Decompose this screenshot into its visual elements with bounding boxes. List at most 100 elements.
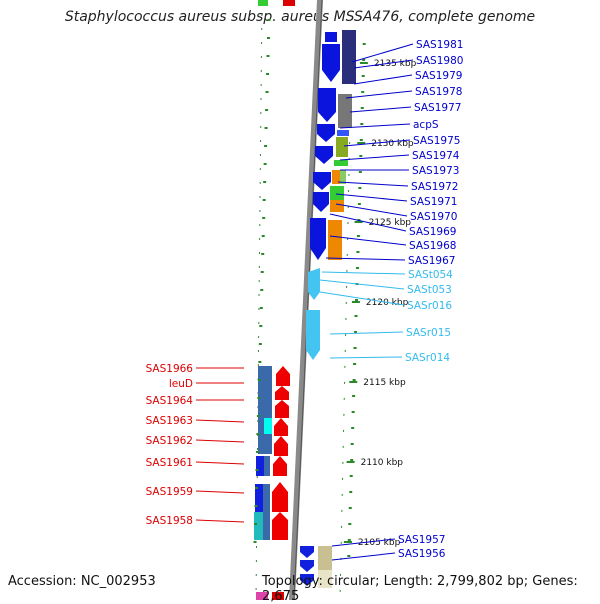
leader-line: [195, 419, 245, 423]
scale-labels: 2135 kbp 2130 kbp 2125 kbp 2120 kbp 2115 kbp…: [343, 59, 417, 548]
gene-arrow: [313, 172, 331, 190]
bottom-features: [256, 546, 332, 600]
leader-line: [195, 490, 245, 494]
feature-bar: [318, 546, 332, 570]
gene-label[interactable]: SASt054: [408, 269, 453, 281]
gene-arrow: [276, 366, 290, 386]
gene-label[interactable]: SAS1972: [411, 181, 458, 193]
gene-label[interactable]: SAS1957: [398, 534, 445, 546]
gene-arrow: [272, 512, 288, 540]
leader-line: [353, 74, 413, 85]
gene-label[interactable]: SAS1974: [412, 150, 460, 162]
leader-line: [349, 106, 412, 113]
scale-label: 2120 kbp: [366, 298, 409, 308]
leader-line: [335, 203, 408, 217]
gene-label[interactable]: SAS1966: [146, 363, 194, 375]
leader-line: [343, 139, 411, 147]
feature-bar: [263, 512, 270, 540]
gene-label[interactable]: SAS1958: [146, 515, 193, 527]
feature-bar: [256, 456, 264, 476]
gene-label[interactable]: SAS1963: [146, 415, 193, 427]
feature-bar: [263, 484, 270, 512]
feature-bar: [256, 592, 268, 600]
gene-label[interactable]: SAS1959: [146, 486, 193, 498]
gene-arrow: [315, 146, 333, 164]
backbone-track-inner: [293, 0, 323, 600]
scale-label: 2125 kbp: [369, 218, 412, 228]
feature-bar: [340, 170, 346, 184]
accession-label: Accession: NC_002953: [8, 574, 156, 589]
leader-line: [195, 439, 245, 443]
leader-line: [335, 193, 408, 202]
rna-arrows: [306, 268, 320, 360]
rna-arrow: [306, 310, 320, 360]
gene-arrow: [272, 482, 288, 512]
minus-gene-labels: SAS1966 leuD SAS1964 SAS1963 SAS1962 SAS1961 S…: [146, 363, 245, 527]
gene-label[interactable]: SAS1980: [416, 55, 463, 67]
left-tick-marks: [253, 19, 271, 543]
gene-label[interactable]: SASr014: [405, 352, 450, 364]
gene-label[interactable]: SAS1979: [415, 70, 462, 82]
gene-label[interactable]: SAS1978: [415, 86, 462, 98]
leader-line: [339, 123, 411, 129]
feature-bar: [318, 570, 332, 588]
gene-label[interactable]: SAS1956: [398, 548, 446, 560]
gene-label[interactable]: SAS1968: [409, 240, 456, 252]
gene-arrow: [325, 32, 337, 42]
minus-strand-genes: [272, 366, 290, 540]
feature-bar: [254, 512, 263, 540]
gene-label[interactable]: SAS1975: [413, 135, 460, 147]
gene-label[interactable]: acpS: [413, 119, 439, 131]
gene-arrow: [313, 192, 329, 212]
scale-label: 2130 kbp: [371, 139, 414, 149]
scale-label: 2110 kbp: [361, 458, 404, 468]
feature-bar: [336, 137, 348, 157]
leader-line: [325, 257, 406, 261]
leader-line: [321, 271, 406, 275]
feature-bar: [330, 200, 344, 212]
gene-label[interactable]: SAS1967: [408, 255, 455, 267]
gene-arrow: [275, 400, 289, 418]
gene-label[interactable]: SAS1981: [416, 39, 463, 51]
feature-bar: [255, 484, 263, 512]
scale-label: 2115 kbp: [363, 378, 406, 388]
gene-label[interactable]: SAS1971: [410, 196, 457, 208]
leader-line: [319, 279, 405, 290]
gene-label[interactable]: leuD: [169, 378, 193, 390]
gene-label[interactable]: SAS1973: [412, 165, 459, 177]
gene-label[interactable]: SASr016: [407, 300, 452, 312]
gene-arrow: [275, 386, 289, 400]
scale-label: 2105 kbp: [358, 538, 401, 548]
gene-label[interactable]: SAS1962: [146, 435, 193, 447]
gene-arrow: [310, 218, 326, 260]
leader-line: [331, 538, 396, 547]
feature-bar: [330, 186, 344, 200]
rna-arrow: [308, 268, 320, 300]
leader-line: [353, 59, 414, 69]
leader-line: [329, 235, 407, 246]
feature-bar: [342, 30, 356, 84]
gene-label[interactable]: SAS1961: [146, 457, 193, 469]
leader-line: [337, 181, 409, 187]
leader-line: [195, 461, 245, 465]
gene-label[interactable]: SAS1969: [409, 226, 456, 238]
gene-arrow: [274, 418, 288, 436]
gene-label[interactable]: SASr015: [406, 327, 451, 339]
backbone-track: [289, 0, 323, 600]
gene-label[interactable]: SASt053: [407, 284, 452, 296]
feature-bar: [334, 160, 348, 166]
feature-bar: [328, 220, 342, 260]
top-feature-green: [258, 0, 268, 6]
leader-line: [195, 519, 245, 523]
leader-line: [331, 552, 396, 561]
plus-gene-labels: SAS1981 SAS1980 SAS1979 SAS1978 SAS1977 acpS S…: [319, 39, 463, 561]
leader-line: [329, 213, 407, 232]
gene-label[interactable]: SAS1970: [410, 211, 457, 223]
leader-line: [319, 291, 405, 306]
gene-label[interactable]: SAS1964: [146, 395, 194, 407]
gene-arrow: [300, 546, 314, 558]
feature-bar: [264, 456, 270, 476]
gene-label[interactable]: SAS1977: [414, 102, 461, 114]
feature-bar: [337, 130, 349, 136]
gene-arrow: [318, 88, 336, 122]
